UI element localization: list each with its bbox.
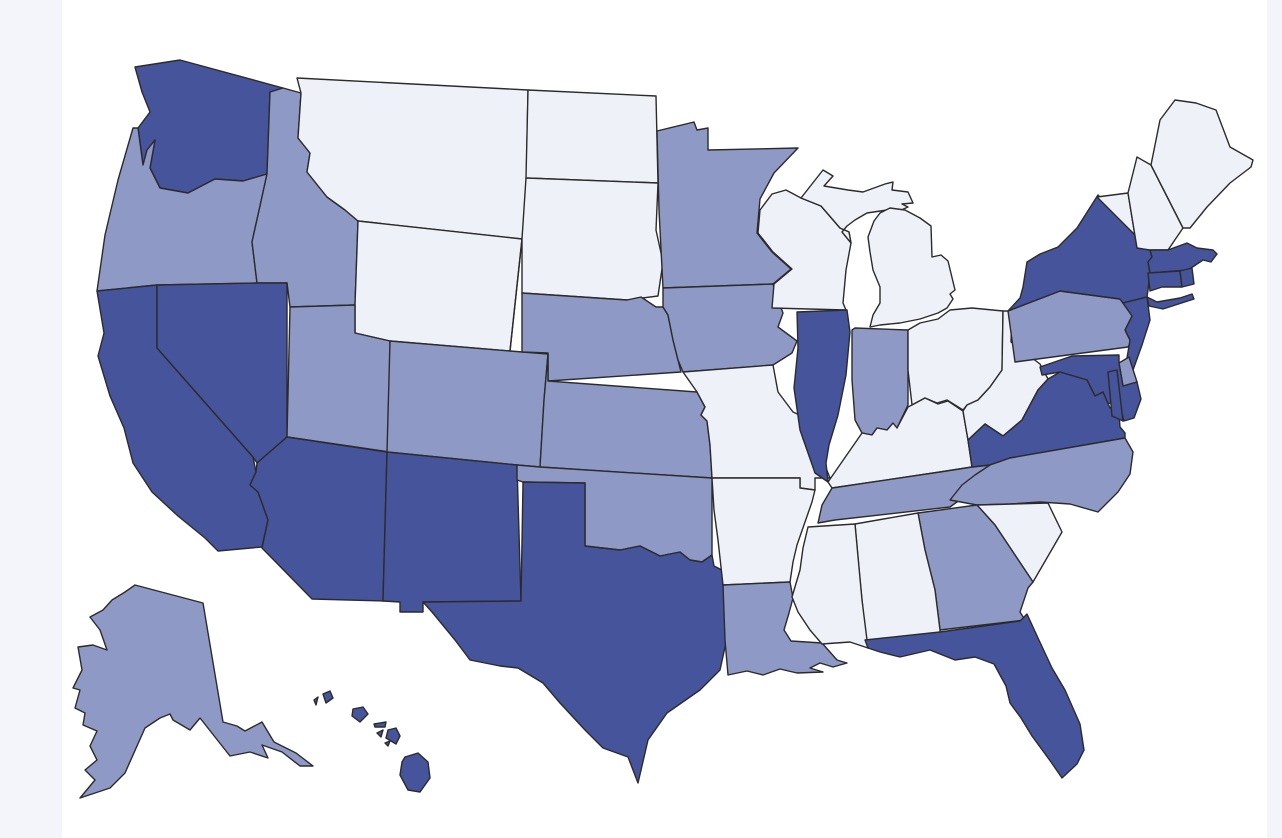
state-WA [134, 59, 284, 194]
state-VA-eastern-shore [1107, 369, 1124, 422]
map-svg [72, 59, 1254, 799]
state-CT [1147, 270, 1183, 292]
state-SD [521, 177, 664, 301]
us-choropleth-map [62, 0, 1267, 838]
state-NY-long-island [1146, 293, 1195, 310]
state-AR [711, 477, 816, 586]
state-ND [525, 89, 659, 184]
state-LA [722, 581, 848, 676]
state-MS [791, 523, 869, 649]
state-WY [354, 220, 523, 352]
state-AK [72, 584, 314, 799]
state-IN [851, 327, 909, 436]
hawaii-big-island [399, 752, 431, 793]
state-NH [1127, 156, 1184, 251]
state-ME [1150, 99, 1254, 229]
state-HI [313, 690, 431, 793]
state-TX [422, 481, 728, 784]
state-IL [793, 309, 851, 483]
hawaii-lanai [376, 729, 384, 738]
state-MI-upper-peninsula [800, 169, 914, 244]
hawaii-kahoolawe [384, 740, 391, 747]
hawaii-molokai [373, 721, 387, 728]
state-NC [949, 437, 1134, 513]
hawaii-kauai [322, 690, 334, 704]
state-NM [382, 451, 522, 613]
state-MI [867, 207, 956, 328]
hawaii-maui [385, 727, 401, 745]
state-FL [864, 613, 1085, 779]
state-AZ [249, 436, 388, 602]
page-background-strip-right [1267, 0, 1282, 838]
page-background-strip-left [0, 0, 62, 838]
state-RI [1179, 267, 1195, 288]
hawaii-niihau [313, 696, 319, 706]
hawaii-oahu [351, 706, 369, 723]
